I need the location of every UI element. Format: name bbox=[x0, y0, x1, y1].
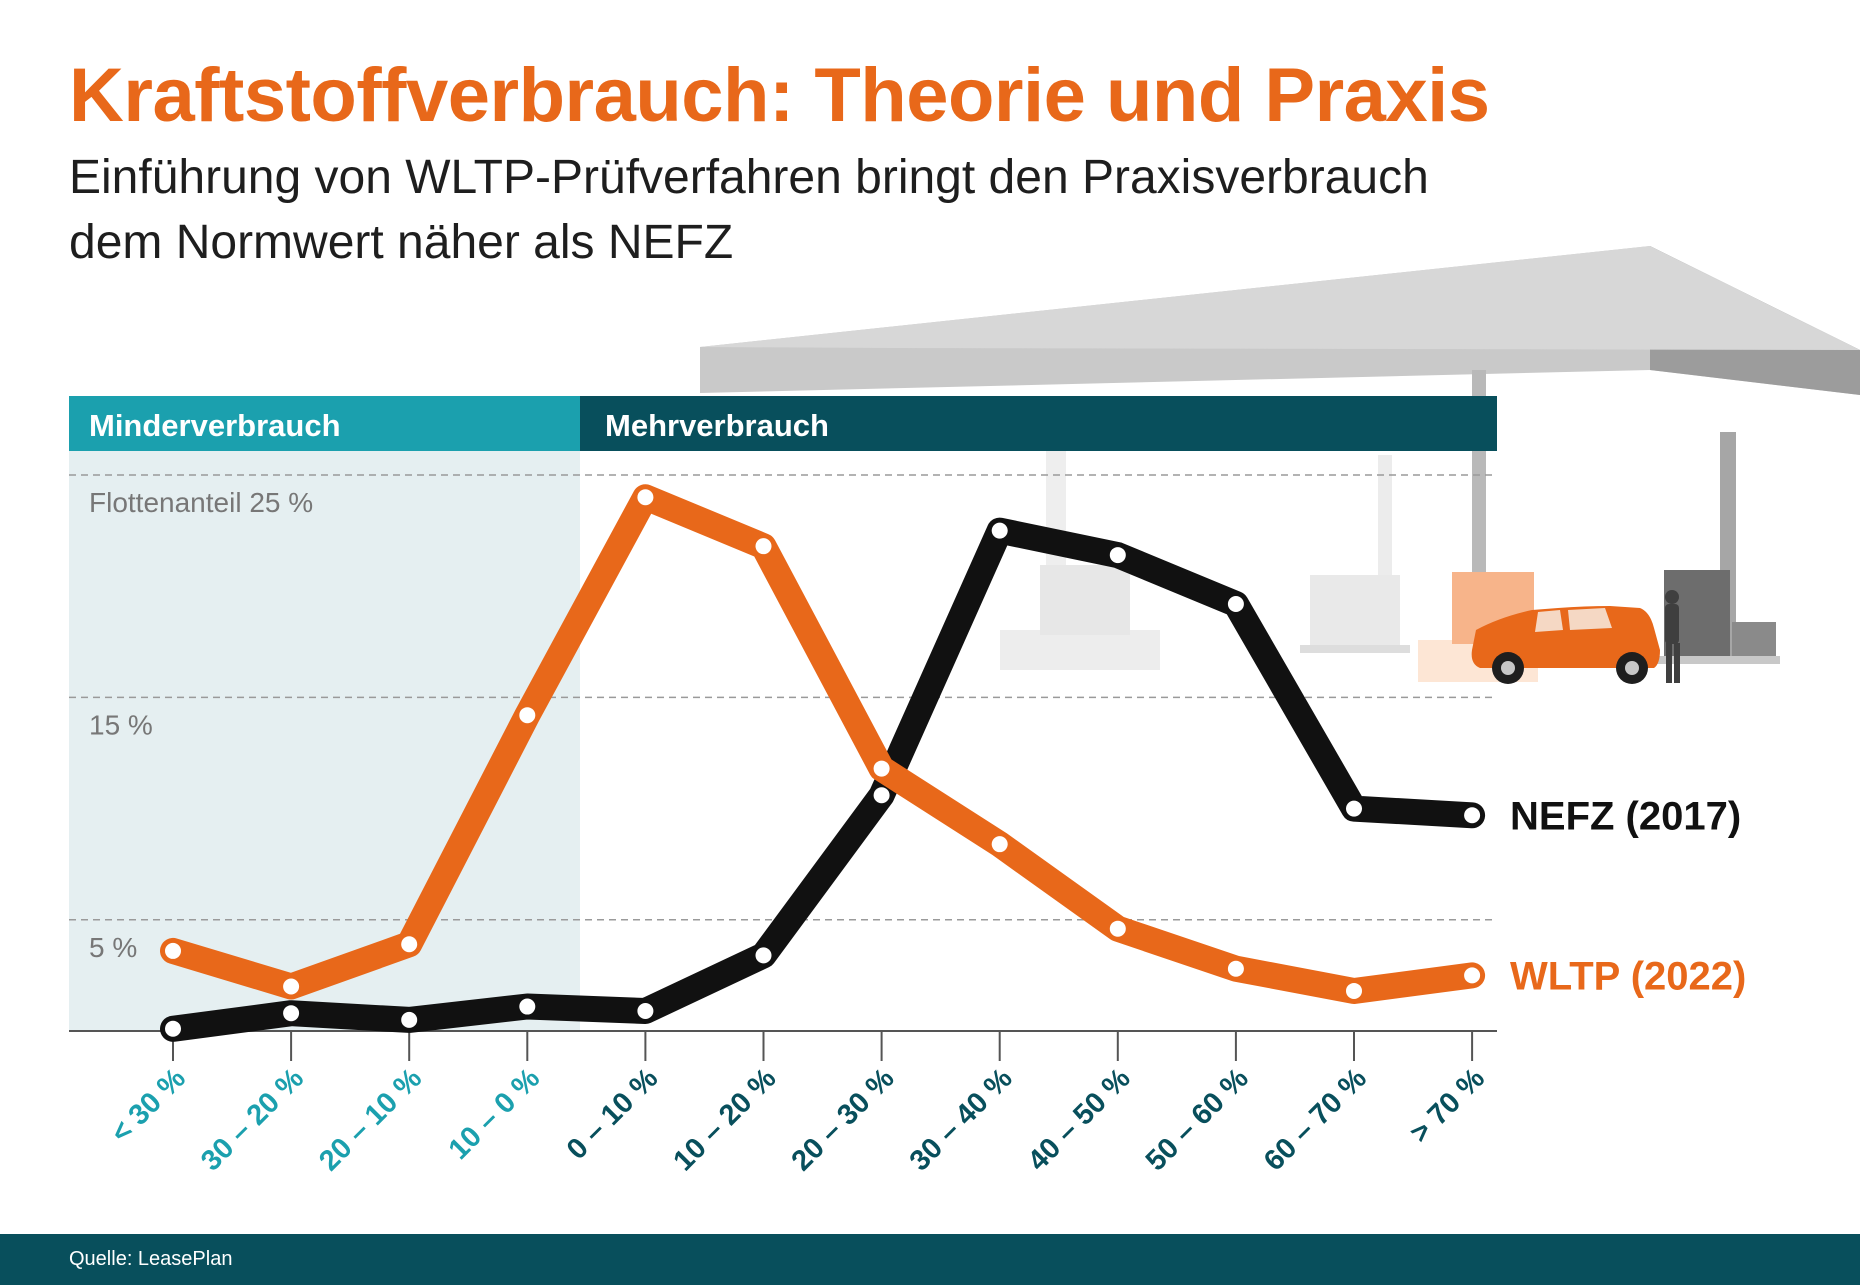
mehrverbrauch-label: Mehrverbrauch bbox=[605, 408, 829, 443]
data-point-nefz bbox=[1109, 547, 1126, 564]
data-point-wltp bbox=[165, 942, 181, 959]
x-tick-label: 30 – 40 % bbox=[904, 1062, 1019, 1177]
data-point-wltp bbox=[1464, 967, 1481, 984]
data-point-wltp bbox=[1109, 920, 1126, 937]
footer: Quelle: LeasePlan bbox=[0, 1234, 1860, 1285]
fuel-pump bbox=[1040, 565, 1130, 635]
minderverbrauch-band bbox=[69, 396, 580, 451]
data-point-nefz bbox=[283, 1005, 300, 1022]
category-bands: Minderverbrauch Mehrverbrauch bbox=[69, 396, 1497, 451]
minderverbrauch-label: Minderverbrauch bbox=[89, 408, 341, 443]
data-point-wltp bbox=[1346, 982, 1362, 999]
chart-title: Kraftstoffverbrauch: Theorie und Praxis bbox=[69, 53, 1490, 138]
data-point-nefz bbox=[1464, 807, 1481, 824]
data-point-wltp bbox=[991, 836, 1008, 853]
data-point-wltp bbox=[637, 489, 654, 506]
gas-station-illustration bbox=[700, 246, 1860, 684]
legend: NEFZ (2017) WLTP (2022) bbox=[1510, 794, 1746, 998]
x-tick-labels: < 30 % 30 – 20 % 20 – 10 % 10 – 0 % 0 – 10 %… bbox=[105, 1062, 1491, 1177]
legend-label-nefz: NEFZ (2017) bbox=[1510, 794, 1741, 838]
pump-island bbox=[1300, 645, 1410, 653]
data-point-wltp bbox=[401, 936, 418, 953]
x-tick-label: 40 – 50 % bbox=[1022, 1062, 1137, 1177]
x-tick-label: > 70 % bbox=[1404, 1062, 1491, 1149]
person-icon bbox=[1665, 590, 1679, 604]
data-point-wltp bbox=[519, 707, 536, 724]
data-point-nefz bbox=[165, 1020, 181, 1037]
data-point-nefz bbox=[637, 1002, 654, 1019]
canopy-top bbox=[700, 246, 1860, 350]
mehrverbrauch-band bbox=[580, 396, 1497, 451]
car-icon bbox=[1471, 606, 1660, 668]
fuel-pump bbox=[1310, 575, 1400, 650]
x-tick-label: 20 – 30 % bbox=[786, 1062, 901, 1177]
x-axis bbox=[69, 1030, 1497, 1061]
data-point-wltp bbox=[1227, 960, 1244, 977]
x-tick-label: 10 – 20 % bbox=[667, 1062, 782, 1177]
y-tick-label: 5 % bbox=[89, 932, 137, 963]
data-point-nefz bbox=[1346, 800, 1362, 817]
data-point-nefz bbox=[401, 1011, 418, 1028]
series-line-nefz bbox=[160, 517, 1486, 1042]
series-line-wltp bbox=[160, 484, 1486, 1004]
source-label: Quelle: LeasePlan bbox=[69, 1248, 233, 1270]
data-point-nefz bbox=[519, 998, 536, 1015]
x-tick-label: 10 – 0 % bbox=[443, 1062, 547, 1166]
series-lines bbox=[160, 484, 1486, 1042]
y-tick-label: Flottenanteil 25 % bbox=[89, 487, 313, 518]
chart-subtitle-line-1: Einführung von WLTP-Prüfverfahren bringt… bbox=[69, 151, 1429, 204]
data-point-wltp bbox=[755, 538, 772, 555]
pump-island bbox=[1655, 656, 1780, 664]
y-tick-labels: Flottenanteil 25 % 15 % 5 % bbox=[89, 487, 313, 963]
x-tick-label: < 30 % bbox=[105, 1062, 192, 1149]
data-point-nefz bbox=[755, 947, 772, 964]
legend-label-wltp: WLTP (2022) bbox=[1510, 954, 1746, 998]
y-tick-label: 15 % bbox=[89, 709, 153, 740]
chart-subtitle-line-2: dem Normwert näher als NEFZ bbox=[69, 216, 734, 269]
data-point-wltp bbox=[873, 760, 890, 777]
minderverbrauch-area bbox=[69, 451, 580, 1031]
data-point-nefz bbox=[991, 522, 1008, 539]
x-tick-label: 30 – 20 % bbox=[195, 1062, 310, 1177]
data-point-wltp bbox=[283, 978, 300, 995]
pump-island bbox=[1000, 630, 1160, 670]
data-point-nefz bbox=[873, 787, 890, 804]
x-tick-label: 20 – 10 % bbox=[313, 1062, 428, 1177]
car-window-icon bbox=[1535, 608, 1612, 632]
x-tick-label: 60 – 70 % bbox=[1258, 1062, 1373, 1177]
data-point-nefz bbox=[1227, 595, 1244, 612]
pump-box bbox=[1732, 622, 1776, 658]
x-tick-label: 50 – 60 % bbox=[1140, 1062, 1255, 1177]
x-tick-label: 0 – 10 % bbox=[561, 1062, 665, 1166]
line-chart: Minderverbrauch Mehrverbrauch Flottenant… bbox=[69, 246, 1860, 1177]
